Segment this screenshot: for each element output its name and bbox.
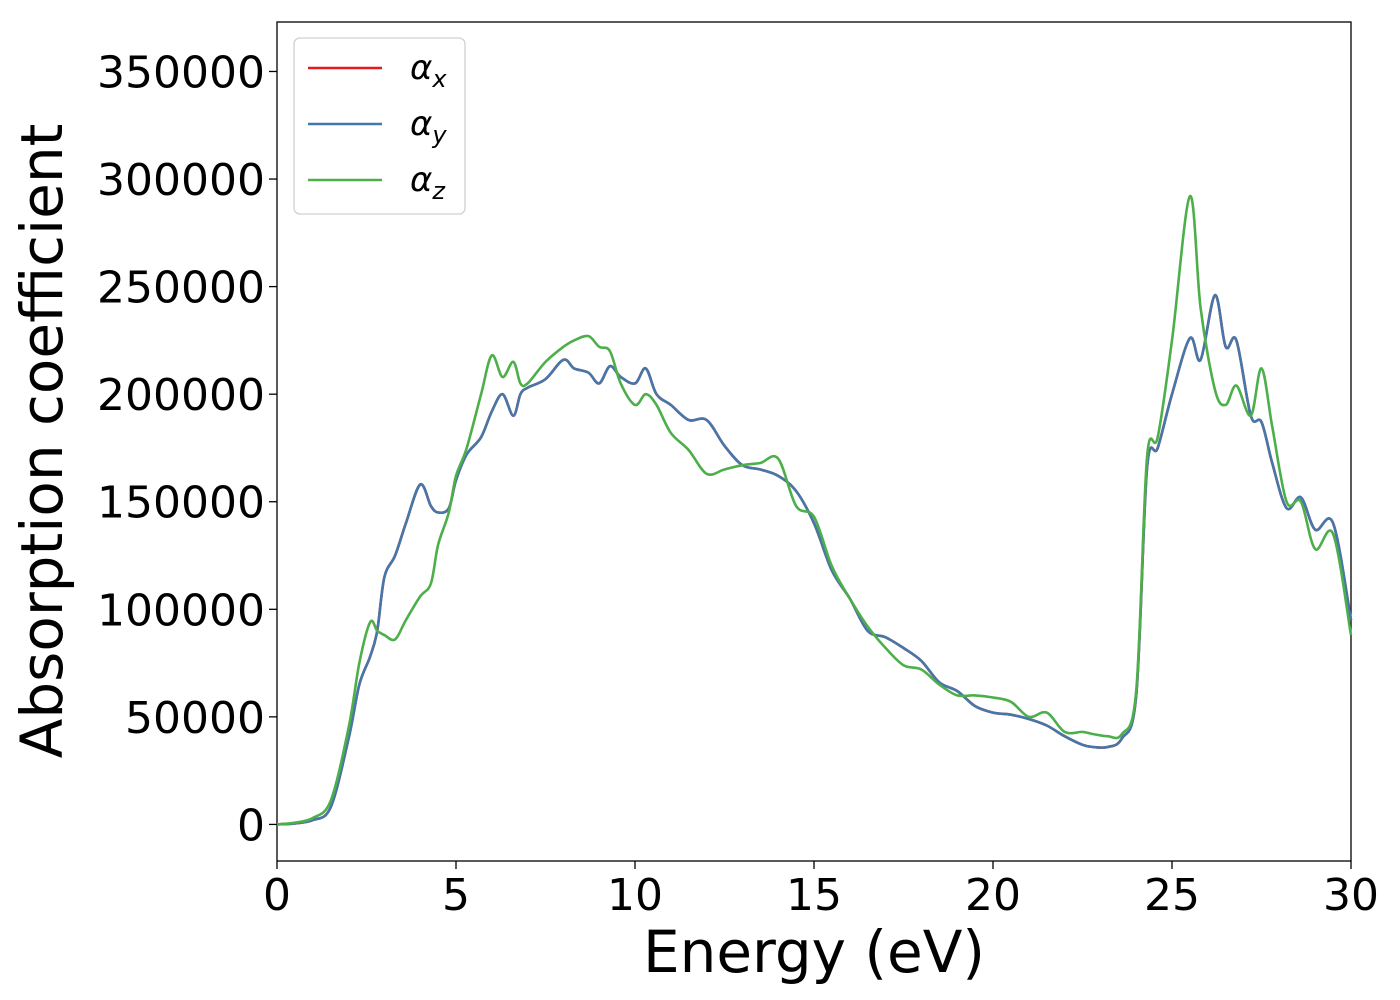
x-tick-label: 30 — [1323, 870, 1379, 921]
x-tick-label: 20 — [965, 870, 1021, 921]
legend-label-y: αy — [410, 104, 447, 149]
y-tick-label: 0 — [237, 800, 265, 851]
series-layer — [276, 194, 1353, 826]
legend-label-z: αz — [410, 160, 446, 205]
x-axis-label: Energy (eV) — [643, 918, 985, 986]
y-tick-label: 300000 — [97, 155, 265, 206]
y-axis: 0 50000 100000 150000 200000 250000 300000 3500… — [97, 47, 277, 851]
y-tick-label: 50000 — [125, 693, 265, 744]
x-tick-label: 15 — [786, 870, 842, 921]
x-tick-label: 10 — [607, 870, 663, 921]
series-line-z — [276, 194, 1353, 826]
x-axis: 0 5 10 15 20 25 30 — [263, 861, 1379, 921]
y-tick-label: 150000 — [97, 478, 265, 529]
series-line-y — [276, 293, 1353, 826]
x-tick-label: 0 — [263, 870, 291, 921]
y-tick-label: 250000 — [97, 263, 265, 314]
y-tick-label: 200000 — [97, 370, 265, 421]
x-tick-label: 25 — [1144, 870, 1200, 921]
legend-box — [293, 37, 466, 215]
legend: αx αy αz — [293, 37, 466, 215]
y-axis-label: Absorption coefficient — [8, 124, 76, 759]
legend-label-x: αx — [410, 48, 447, 93]
x-tick-label: 5 — [442, 870, 470, 921]
y-tick-label: 350000 — [97, 47, 265, 98]
y-tick-label: 100000 — [97, 585, 265, 636]
